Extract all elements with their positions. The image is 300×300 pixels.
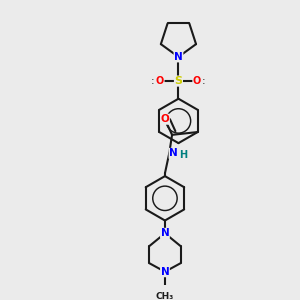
Text: N: N: [169, 148, 178, 158]
Text: :: :: [202, 76, 206, 86]
Text: O: O: [160, 114, 169, 124]
Text: :: :: [151, 76, 155, 86]
Text: N: N: [174, 52, 183, 62]
Text: N: N: [160, 267, 169, 277]
Text: O: O: [193, 76, 201, 86]
Text: O: O: [156, 76, 164, 86]
Text: S: S: [175, 76, 182, 86]
Text: N: N: [160, 228, 169, 238]
Text: CH₃: CH₃: [156, 292, 174, 300]
Text: H: H: [179, 150, 187, 160]
